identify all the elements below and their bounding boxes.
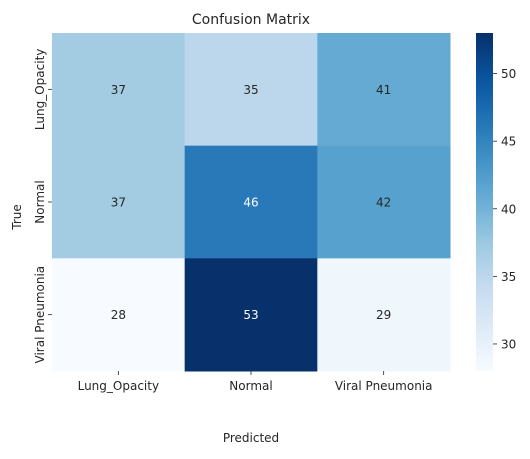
x-axis: Lung_Opacity Normal Viral Pneumonia (78, 371, 433, 393)
colorbar: 30 35 40 45 50 (476, 33, 516, 371)
cell-value-label: 42 (376, 196, 391, 210)
colorbar-tick-label: 30 (501, 337, 516, 351)
heatmap-cell (52, 258, 186, 372)
heatmap-cell (184, 33, 318, 147)
colorbar-gradient (476, 33, 493, 371)
heatmap-cell (52, 33, 186, 147)
heatmap-cell (317, 145, 451, 259)
cell-value-label: 41 (376, 83, 391, 97)
y-tick-label: Lung_Opacity (33, 49, 47, 130)
cell-value-label: 37 (111, 196, 126, 210)
colorbar-tick-label: 50 (501, 67, 516, 81)
heatmap-cell (184, 145, 318, 259)
colorbar-tick-label: 35 (501, 270, 516, 284)
y-axis: Lung_Opacity Normal Viral Pneumonia (33, 49, 52, 364)
x-tick-label: Normal (229, 379, 272, 393)
chart-title: Confusion Matrix (192, 12, 310, 28)
cell-value-label: 46 (243, 196, 258, 210)
y-tick-label: Normal (33, 180, 47, 223)
heatmap-cell (317, 33, 451, 147)
heatmap-cells (52, 33, 451, 372)
cell-value-label: 28 (111, 308, 126, 322)
heatmap-cell-labels: 37 35 41 37 46 42 28 53 29 (111, 83, 392, 322)
cell-value-label: 29 (376, 308, 391, 322)
y-axis-label: True (10, 204, 24, 231)
cell-value-label: 35 (243, 83, 258, 97)
colorbar-tick-label: 40 (501, 202, 516, 216)
x-tick-label: Viral Pneumonia (335, 379, 433, 393)
y-tick-label: Viral Pneumonia (33, 266, 47, 364)
x-axis-label: Predicted (223, 431, 279, 445)
x-tick-label: Lung_Opacity (78, 379, 159, 393)
heatmap-cell (184, 258, 318, 372)
heatmap-cell (52, 145, 186, 259)
cell-value-label: 53 (243, 308, 258, 322)
heatmap-cell (317, 258, 451, 372)
cell-value-label: 37 (111, 83, 126, 97)
colorbar-tick-label: 45 (501, 135, 516, 149)
